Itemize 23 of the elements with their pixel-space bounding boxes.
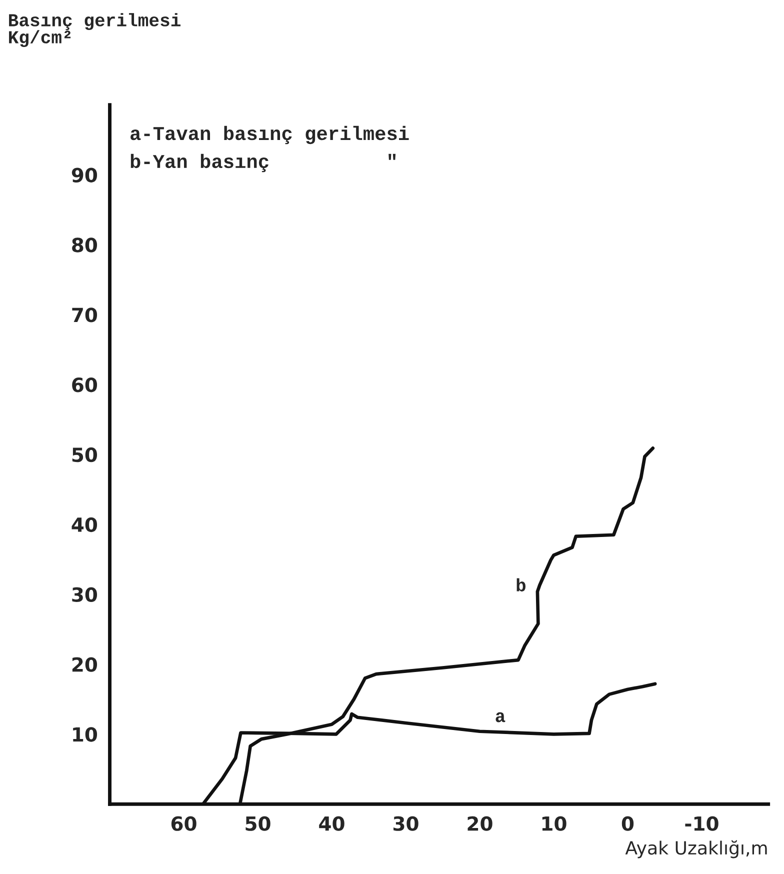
annotation: a-Tavan basınç gerilmesi [130,126,409,144]
y-tick-label: 30 [72,587,98,602]
x-tick-label: 30 [394,816,418,831]
x-tick-label: 40 [319,816,344,831]
x-axis-title: Ayak Uzaklığı,m [625,840,767,858]
y-tick-label: 20 [72,657,98,672]
series-label: a [496,712,506,722]
x-tick-label: 50 [246,816,270,831]
series-label: b [516,578,526,592]
x-tick-label: 0 [622,816,634,831]
x-tick-label: -10 [685,816,718,831]
y-tick-label: 50 [72,447,98,462]
annotation: b-Yan basınç " [130,154,396,172]
y-tick-label: 10 [73,727,98,742]
x-tick-label: 60 [171,816,196,831]
y-tick-label: 80 [72,238,98,252]
y-tick-label: 60 [72,378,98,392]
x-tick-label: 20 [468,816,492,831]
x-tick-label: 10 [542,816,566,831]
y-axis-title: Basınç gerilmesi Kg/cm² [9,13,180,48]
y-tick-label: 70 [72,308,98,322]
y-tick-label: 40 [72,517,98,532]
y-tick-label: 90 [72,168,98,182]
